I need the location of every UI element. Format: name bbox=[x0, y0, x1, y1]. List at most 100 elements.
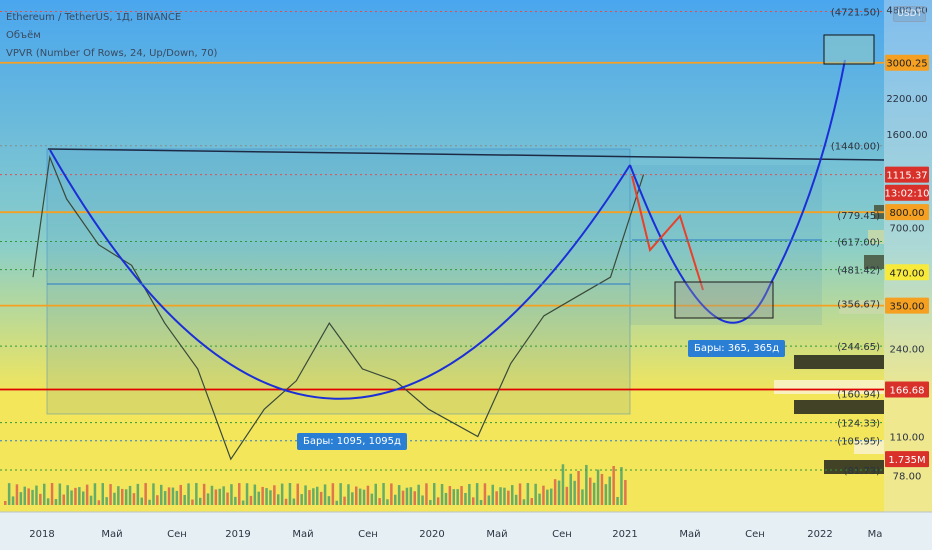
y-tick-label: 1600.00 bbox=[886, 130, 927, 141]
volume-bar bbox=[358, 488, 362, 505]
volume-bar bbox=[280, 483, 284, 505]
price-axis bbox=[884, 0, 932, 512]
volume-bar bbox=[355, 486, 358, 505]
volume-bar bbox=[323, 484, 327, 505]
volume-bar bbox=[472, 497, 475, 505]
price-tag-bg bbox=[885, 184, 929, 201]
bars-range-label-2: Бары: 365, 365д bbox=[688, 340, 786, 357]
volume-bar bbox=[175, 490, 179, 505]
volume-bar bbox=[214, 489, 218, 505]
volume-bar bbox=[265, 488, 268, 505]
volume-bar bbox=[304, 485, 307, 505]
volume-bar bbox=[585, 464, 588, 505]
volume-bar bbox=[503, 487, 506, 505]
price-tag-bg bbox=[885, 204, 929, 221]
volume-bar bbox=[312, 488, 315, 505]
symbol-legend[interactable]: Ethereum / TetherUS, 1Д, BINANCE bbox=[6, 12, 182, 23]
x-tick-label: Сен bbox=[552, 529, 572, 540]
volume-bar bbox=[27, 488, 30, 505]
volume-bar bbox=[565, 486, 569, 505]
volume-bar bbox=[382, 483, 385, 505]
volume-bar bbox=[577, 471, 580, 505]
range-box-1095 bbox=[46, 148, 631, 415]
volume-bar bbox=[433, 483, 436, 505]
volume-bar bbox=[269, 490, 272, 505]
volume-bar bbox=[35, 485, 38, 505]
volume-bar bbox=[452, 489, 455, 505]
volume-bar bbox=[308, 490, 311, 505]
volume-bar bbox=[300, 494, 303, 505]
volume-bar bbox=[93, 483, 97, 505]
price-tag-bg bbox=[885, 166, 929, 183]
x-tick-label: Май bbox=[486, 529, 507, 540]
volume-bar bbox=[183, 495, 186, 505]
volume-bar bbox=[136, 483, 140, 505]
x-tick-label: Сен bbox=[358, 529, 378, 540]
volume-bar bbox=[62, 494, 65, 505]
volume-bar bbox=[163, 491, 167, 505]
y-tick-label: 240.00 bbox=[890, 344, 925, 355]
x-tick-label: Май bbox=[101, 529, 122, 540]
volume-bar bbox=[542, 485, 545, 505]
level-label: (617.00) bbox=[837, 238, 880, 249]
volume-bar bbox=[456, 489, 459, 505]
volume-bar bbox=[43, 483, 46, 505]
volume-bar bbox=[464, 492, 467, 505]
volume-bar bbox=[128, 485, 132, 505]
volume-bar bbox=[273, 485, 276, 505]
volume-bar bbox=[327, 496, 331, 505]
volume-bar bbox=[421, 495, 424, 505]
volume-bar bbox=[409, 487, 413, 505]
x-tick-label: 2019 bbox=[225, 529, 250, 540]
volume-bar bbox=[518, 483, 522, 505]
volume-profile-bar bbox=[794, 355, 884, 369]
volume-bar bbox=[425, 483, 428, 505]
volume-bar bbox=[296, 483, 299, 505]
volume-bar bbox=[58, 483, 62, 505]
volume-bar bbox=[491, 484, 494, 505]
x-tick-label: Ма bbox=[868, 529, 883, 540]
volume-bar bbox=[319, 491, 323, 505]
volume-bar bbox=[284, 498, 288, 505]
volume-bar bbox=[553, 479, 557, 505]
volume-bar bbox=[179, 484, 182, 505]
volume-bar bbox=[19, 492, 23, 505]
volume-bar bbox=[160, 484, 163, 505]
volume-bar bbox=[620, 467, 623, 505]
volume-bar bbox=[339, 483, 342, 505]
volume-bar bbox=[124, 489, 128, 505]
currency-button[interactable]: USDT bbox=[893, 6, 926, 22]
volume-bar bbox=[11, 496, 15, 505]
volume-bar bbox=[105, 497, 108, 505]
level-label: (124.33) bbox=[837, 419, 880, 430]
volume-bar bbox=[413, 491, 416, 505]
price-tag-bg bbox=[885, 264, 929, 281]
volume-bar bbox=[468, 483, 471, 505]
volume-bar bbox=[460, 486, 463, 505]
volume-bar bbox=[54, 499, 58, 505]
price-tag-label: 350.00 bbox=[890, 302, 925, 313]
volume-bar bbox=[440, 483, 444, 505]
volume-bar bbox=[144, 483, 147, 505]
volume-bar bbox=[561, 464, 565, 505]
price-tag-bg bbox=[885, 451, 929, 468]
y-tick-label: 110.00 bbox=[890, 432, 925, 443]
level-label: (481.42) bbox=[837, 266, 880, 277]
volume-bar bbox=[89, 495, 93, 505]
volume-bar bbox=[82, 491, 85, 505]
volume-bar bbox=[507, 490, 510, 505]
vpvr-legend[interactable]: VPVR (Number Of Rows, 24, Up/Down, 70) bbox=[6, 48, 218, 59]
volume-bar bbox=[101, 483, 104, 505]
volume-bar bbox=[351, 492, 354, 505]
volume-bar bbox=[405, 487, 409, 505]
volume-legend[interactable]: Объём bbox=[6, 30, 41, 41]
volume-bar bbox=[210, 485, 214, 505]
x-tick-label: Сен bbox=[167, 529, 187, 540]
volume-bar bbox=[121, 488, 124, 505]
y-tick-label: 700.00 bbox=[890, 223, 925, 234]
volume-bar bbox=[152, 483, 155, 505]
volume-bar bbox=[15, 484, 19, 505]
